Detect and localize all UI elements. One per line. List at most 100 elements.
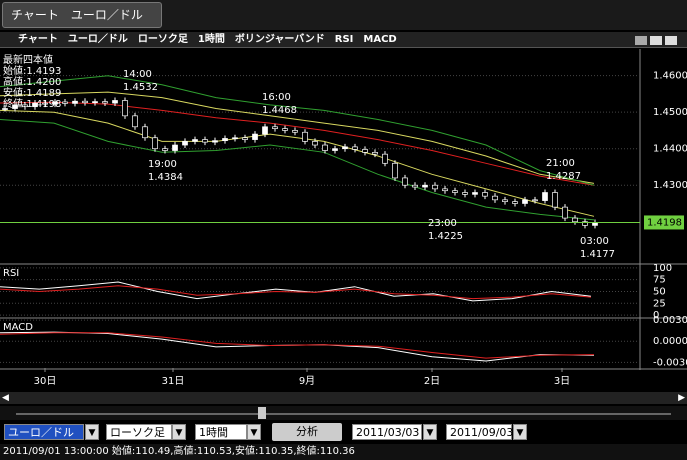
candle-body: [132, 115, 138, 128]
window-buttons: [635, 35, 683, 45]
dropdown[interactable]: ▼: [513, 424, 527, 440]
status-bar: 2011/09/01 13:00:00 始値:110.49,高値:110.53,…: [0, 444, 687, 460]
dropdown[interactable]: ▼: [247, 424, 261, 440]
indicator-line: [0, 285, 592, 300]
plot-bg: [0, 49, 687, 370]
indicator-line: [0, 281, 592, 302]
interval-select[interactable]: 1時間: [195, 424, 247, 440]
indicator-line: [0, 91, 595, 184]
candle-body: [92, 101, 98, 104]
candle-body: [502, 199, 508, 202]
candle-body: [582, 221, 588, 226]
maximize[interactable]: [650, 36, 662, 45]
dropdown[interactable]: ▼: [423, 424, 437, 440]
scrollbar[interactable]: ◀ ▶: [0, 392, 687, 404]
close[interactable]: [665, 36, 677, 45]
zoom-slider[interactable]: [0, 406, 687, 420]
x-tick-label: 30日: [34, 376, 57, 387]
y-tick-label: 100: [653, 263, 672, 274]
dropdown[interactable]: ▼: [85, 424, 99, 440]
analyze-button[interactable]: 分析: [272, 423, 342, 441]
candle-body: [432, 184, 438, 190]
candle-body: [252, 133, 258, 140]
candle-body: [42, 102, 48, 105]
x-tick-label: 2日: [424, 376, 440, 387]
tab-bar: チャート ユーロ／ドル: [0, 0, 687, 30]
dropdown[interactable]: ▼: [172, 424, 186, 440]
annotation-price: 1.4384: [148, 172, 183, 183]
candle-body: [202, 139, 208, 143]
y-tick-label: 1.4500: [653, 107, 687, 118]
info-line: 終値:1.4198: [3, 97, 61, 110]
annotation-price: 1.4532: [123, 82, 158, 93]
annotation-price: 1.4468: [262, 105, 297, 116]
tab[interactable]: チャート ユーロ／ドル: [2, 2, 162, 28]
y-tick-label: 0: [653, 310, 659, 321]
y-tick-label: 0.0030: [653, 315, 687, 326]
candle-body: [72, 100, 78, 104]
annotation-time: 23:00: [428, 218, 457, 229]
y-tick-label: 50: [653, 286, 666, 297]
candle-body: [462, 192, 468, 195]
candle-body: [382, 153, 388, 164]
from-date[interactable]: 2011/03/03: [352, 424, 422, 440]
y-tick-label: 75: [653, 275, 666, 286]
annotation-time: 14:00: [123, 69, 152, 80]
current-price-box: [644, 215, 684, 230]
annotation-time: 03:00: [580, 236, 609, 247]
info-line: 始値:1.4193: [3, 64, 61, 77]
candle-body: [142, 126, 148, 139]
x-tick-label: 9月: [299, 375, 315, 387]
candle-body: [102, 101, 108, 104]
chart-type-select[interactable]: ローソク足: [106, 424, 172, 440]
y-tick-label: 0.0000: [653, 336, 687, 347]
annotation-time: 19:00: [148, 159, 177, 170]
candle-body: [222, 138, 228, 142]
annotation-time: 16:00: [262, 92, 291, 103]
annotation-price: 1.4177: [580, 249, 615, 260]
candle-body: [52, 101, 58, 105]
candle-body: [212, 140, 218, 143]
candle-body: [232, 137, 238, 140]
x-tick-label: 31日: [162, 376, 185, 387]
candle-body: [412, 184, 418, 188]
controls: ユーロ／ドル ▼ ローソク足 ▼ 1時間 ▼ 分析 2011/03/03 ▼ 2011/…: [0, 421, 687, 443]
candle-body: [492, 195, 498, 201]
candle-body: [542, 192, 548, 201]
candle-body: [402, 177, 408, 186]
y-tick-label: 1.4400: [653, 144, 687, 155]
chart: 1.4600 1.4500 1.4400 1.4300 10075502500.0030…: [0, 49, 687, 387]
pair-select[interactable]: ユーロ／ドル: [4, 424, 84, 440]
info-line: 高値:1.4200: [3, 75, 61, 88]
candle-body: [562, 206, 568, 219]
candle-body: [272, 126, 278, 129]
indicator-line: [0, 109, 595, 217]
candle-body: [122, 100, 128, 117]
candle-body: [12, 104, 18, 109]
panel-label: MACD: [3, 322, 33, 333]
info-line: 安値:1.4189: [3, 86, 61, 99]
candle-body: [282, 128, 288, 131]
candle-body: [442, 188, 448, 192]
candle-body: [392, 162, 398, 179]
candle-body: [452, 190, 458, 193]
candle-body: [342, 146, 348, 150]
candle-body: [512, 201, 518, 204]
annotation-price: 1.4287: [546, 171, 581, 182]
candle-body: [322, 144, 328, 151]
candle-body: [262, 126, 268, 135]
candle-body: [472, 192, 478, 195]
window-title: チャート ユーロ／ドル ローソク足 1時間 ボリンジャーバンド RSI MACD: [0, 32, 687, 48]
candle-body: [182, 141, 188, 146]
indicator-line: [0, 75, 595, 186]
minimize[interactable]: [635, 36, 647, 45]
annotation-price: 1.4225: [428, 231, 463, 242]
candle-body: [552, 192, 558, 208]
to-date[interactable]: 2011/09/03: [446, 424, 513, 440]
candle-body: [312, 141, 318, 146]
indicator-line: [0, 332, 595, 359]
candle-body: [112, 100, 118, 104]
candle-body: [532, 199, 538, 202]
candle-body: [372, 151, 378, 155]
